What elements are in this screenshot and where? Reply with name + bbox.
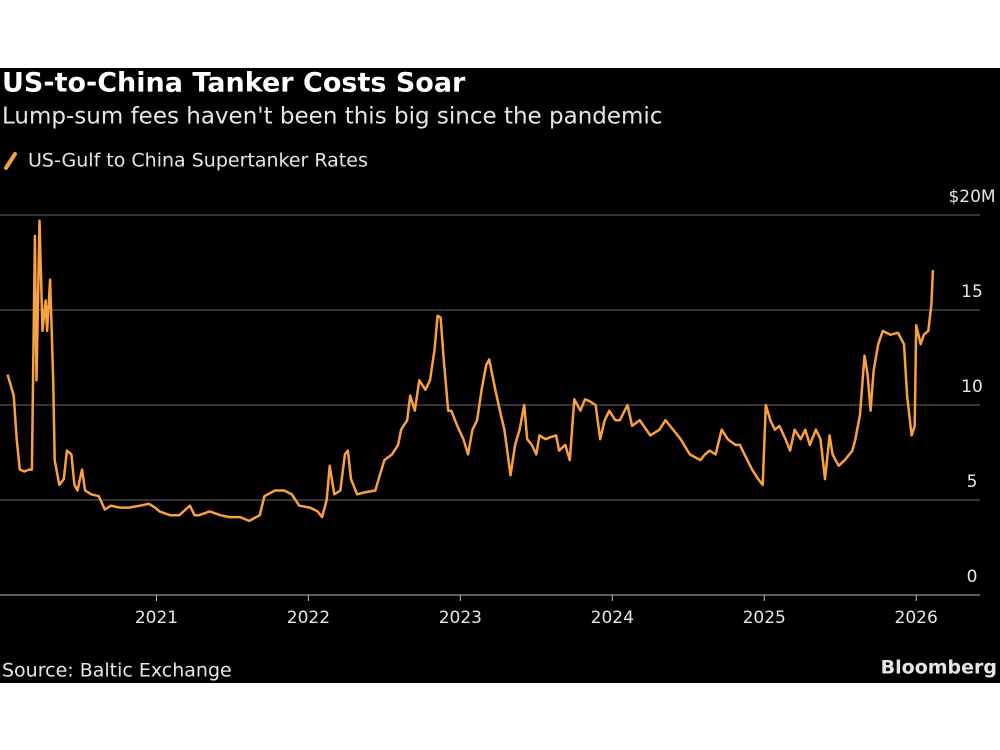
y-tick-label: 0: [967, 567, 978, 587]
y-tick-label: $20M: [948, 187, 995, 207]
legend-label: US-Gulf to China Supertanker Rates: [28, 150, 368, 172]
chart-subtitle: Lump-sum fees haven't been this big sinc…: [2, 104, 662, 130]
chart-background: [0, 68, 1000, 683]
y-tick-label: 15: [961, 282, 983, 302]
x-tick-label: 2021: [135, 608, 178, 628]
source: Source: Baltic Exchange: [2, 660, 232, 682]
x-tick-label: 2023: [439, 608, 482, 628]
series-line: [6, 219, 935, 523]
x-tick-label: 2025: [743, 608, 786, 628]
x-tick-label: 2024: [591, 608, 634, 628]
x-tick-label: 2022: [287, 608, 330, 628]
x-tick-label: 2026: [895, 608, 938, 628]
y-tick-label: 5: [967, 472, 978, 492]
chart-title: US-to-China Tanker Costs Soar: [2, 68, 466, 99]
y-tick-label: 10: [961, 377, 983, 397]
legend-swatch: [4, 152, 17, 170]
brand: Bloomberg: [881, 657, 997, 679]
